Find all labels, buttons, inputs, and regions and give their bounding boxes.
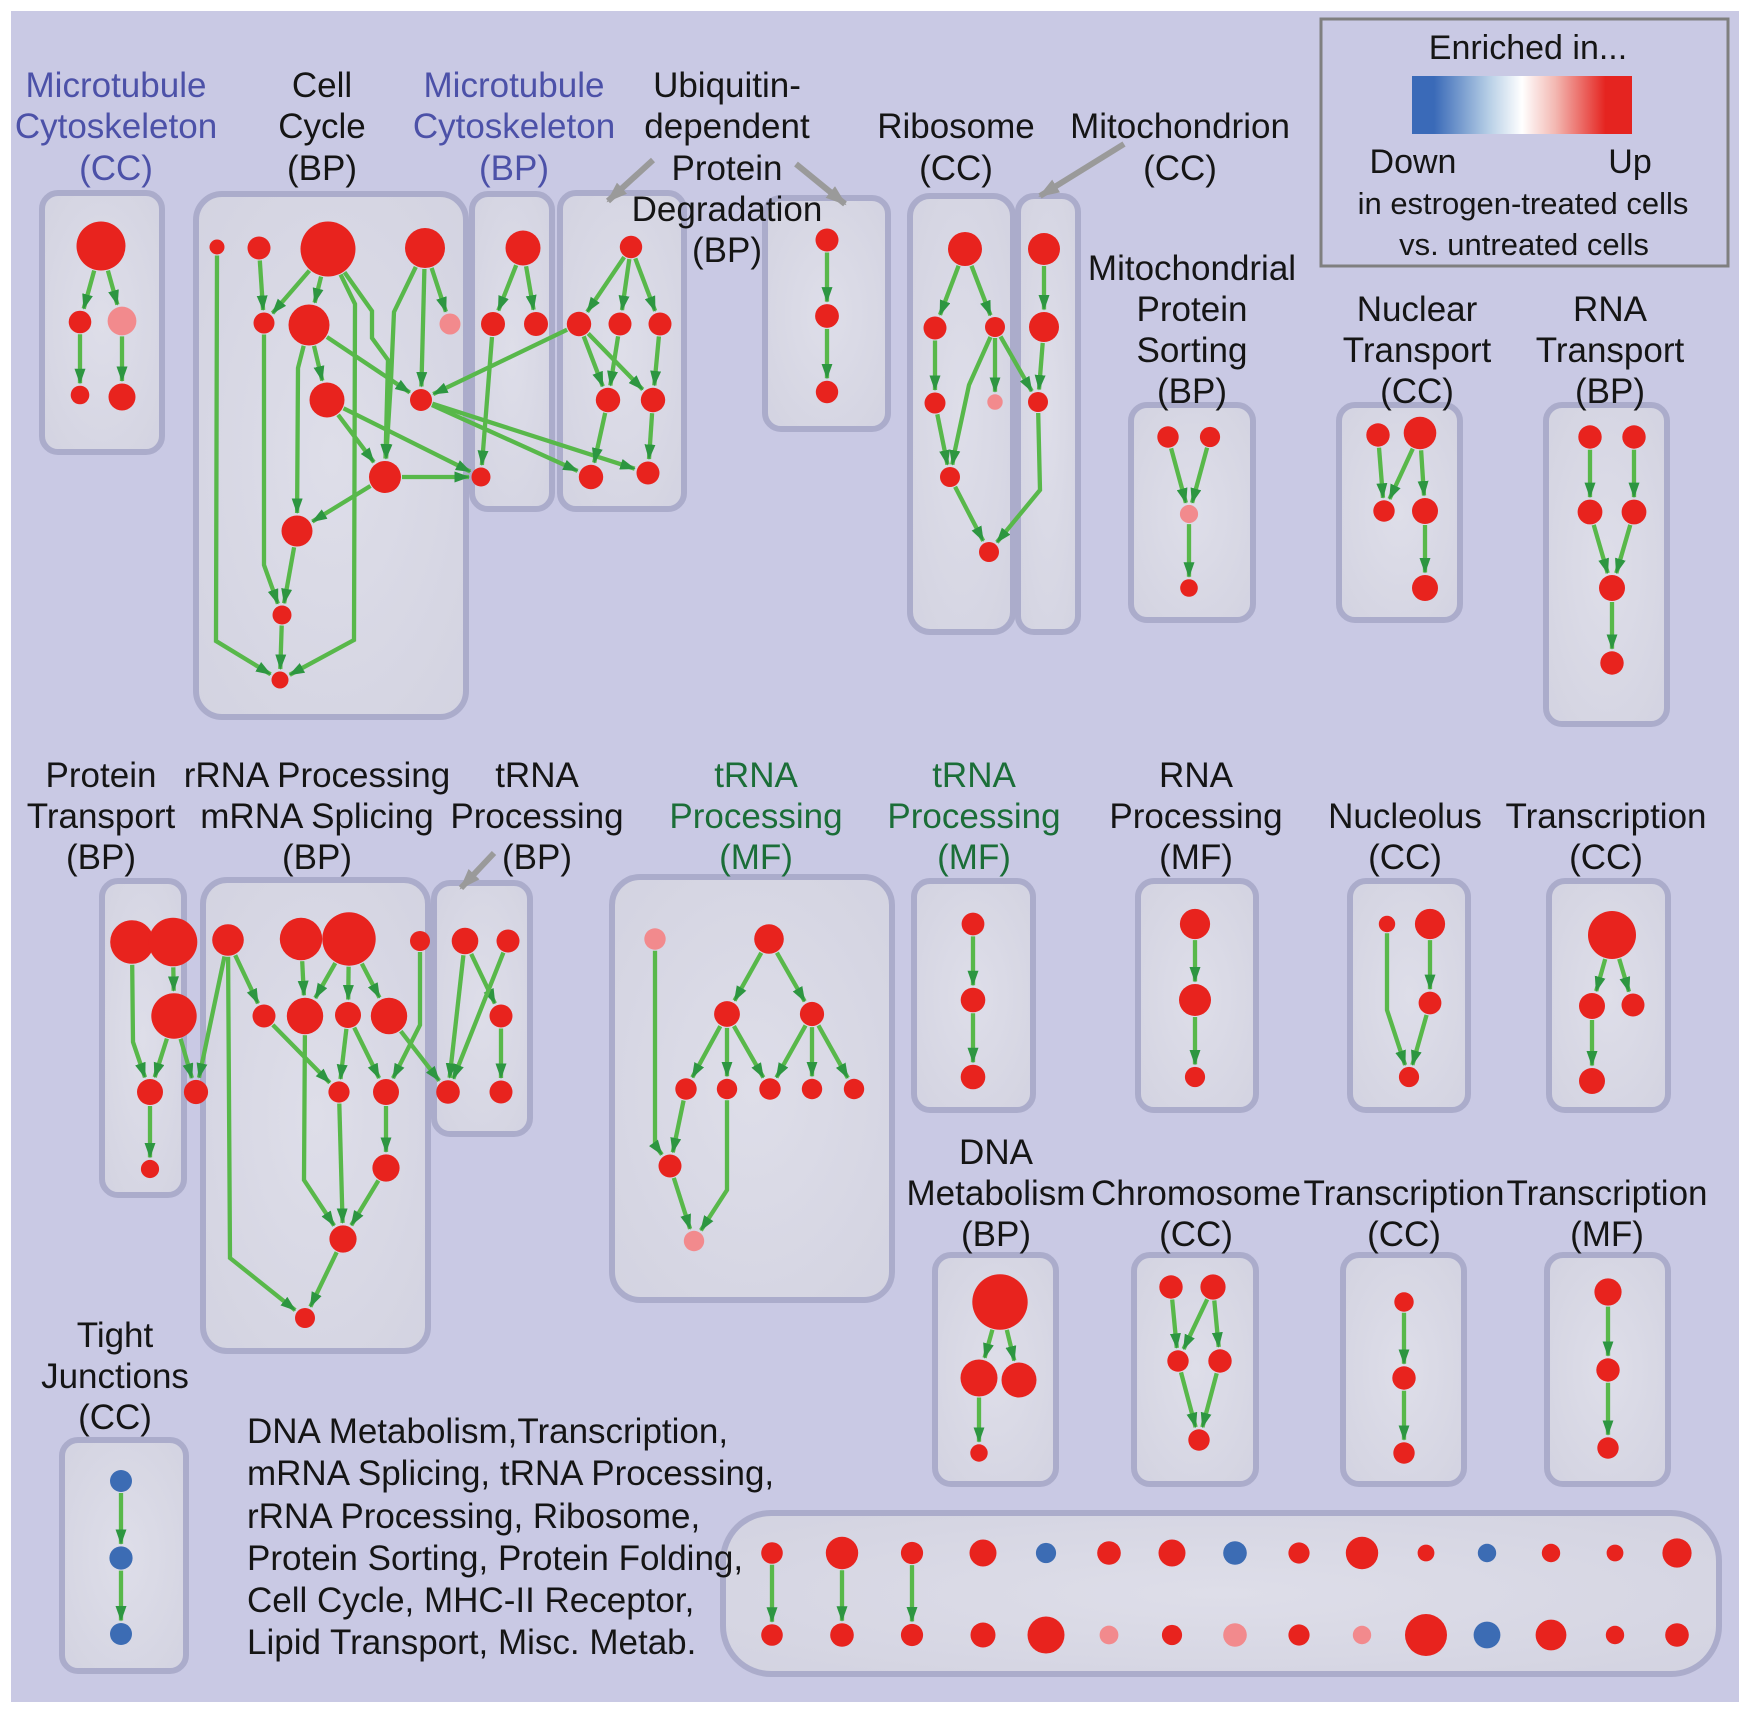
- svg-text:tRNA: tRNA: [932, 756, 1016, 795]
- svg-text:(CC): (CC): [1380, 372, 1454, 411]
- svg-text:Processing: Processing: [669, 797, 842, 836]
- svg-text:dependent: dependent: [644, 107, 810, 146]
- svg-text:(CC): (CC): [79, 149, 153, 188]
- svg-text:vs. untreated cells: vs. untreated cells: [1399, 227, 1649, 262]
- svg-text:(BP): (BP): [1575, 372, 1645, 411]
- svg-text:(MF): (MF): [1159, 838, 1233, 877]
- svg-text:Junctions: Junctions: [41, 1357, 189, 1396]
- svg-text:(MF): (MF): [937, 838, 1011, 877]
- svg-text:Sorting: Sorting: [1137, 331, 1248, 370]
- svg-text:(BP): (BP): [692, 231, 762, 270]
- svg-text:rRNA Processing: rRNA Processing: [184, 756, 450, 795]
- svg-text:Up: Up: [1608, 143, 1651, 181]
- svg-text:Processing: Processing: [887, 797, 1060, 836]
- svg-text:(BP): (BP): [282, 838, 352, 877]
- svg-text:(MF): (MF): [719, 838, 793, 877]
- svg-text:(BP): (BP): [502, 838, 572, 877]
- svg-text:Transport: Transport: [1343, 331, 1492, 370]
- svg-text:Transcription: Transcription: [1304, 1174, 1505, 1213]
- svg-text:(CC): (CC): [1159, 1215, 1233, 1254]
- svg-text:Mitochondrion: Mitochondrion: [1070, 107, 1290, 146]
- svg-text:Cell: Cell: [292, 66, 352, 105]
- svg-text:Ubiquitin-: Ubiquitin-: [653, 66, 801, 105]
- svg-text:Cell Cycle, MHC-II Receptor,: Cell Cycle, MHC-II Receptor,: [247, 1581, 694, 1620]
- svg-text:Cycle: Cycle: [278, 107, 366, 146]
- svg-text:Nucleolus: Nucleolus: [1328, 797, 1482, 836]
- svg-text:Protein Sorting, Protein Foldi: Protein Sorting, Protein Folding,: [247, 1539, 743, 1578]
- svg-text:(CC): (CC): [1143, 149, 1217, 188]
- svg-text:Transport: Transport: [27, 797, 176, 836]
- svg-text:(BP): (BP): [66, 838, 136, 877]
- svg-text:(CC): (CC): [1569, 838, 1643, 877]
- svg-text:Cytoskeleton: Cytoskeleton: [15, 107, 217, 146]
- svg-text:in estrogen-treated cells: in estrogen-treated cells: [1358, 186, 1689, 221]
- svg-text:(BP): (BP): [287, 149, 357, 188]
- svg-text:Lipid Transport, Misc. Metab.: Lipid Transport, Misc. Metab.: [247, 1623, 696, 1662]
- svg-text:RNA: RNA: [1159, 756, 1234, 795]
- svg-text:DNA: DNA: [959, 1133, 1034, 1172]
- svg-text:Microtubule: Microtubule: [26, 66, 207, 105]
- svg-text:Mitochondrial: Mitochondrial: [1088, 249, 1296, 288]
- svg-text:(MF): (MF): [1570, 1215, 1644, 1254]
- svg-text:mRNA Splicing, tRNA Processing: mRNA Splicing, tRNA Processing,: [247, 1454, 774, 1493]
- svg-text:(CC): (CC): [1367, 1215, 1441, 1254]
- svg-text:(BP): (BP): [1157, 372, 1227, 411]
- svg-text:(BP): (BP): [479, 149, 549, 188]
- svg-text:DNA Metabolism,Transcription,: DNA Metabolism,Transcription,: [247, 1412, 728, 1451]
- svg-text:Transport: Transport: [1536, 331, 1685, 370]
- svg-text:Processing: Processing: [450, 797, 623, 836]
- svg-text:Transcription: Transcription: [1506, 797, 1707, 836]
- svg-text:(CC): (CC): [78, 1398, 152, 1437]
- svg-text:Transcription: Transcription: [1507, 1174, 1708, 1213]
- svg-text:Protein: Protein: [46, 756, 157, 795]
- svg-text:(CC): (CC): [919, 149, 993, 188]
- svg-text:Enriched in...: Enriched in...: [1429, 29, 1627, 67]
- svg-text:Processing: Processing: [1109, 797, 1282, 836]
- svg-text:Protein: Protein: [672, 149, 783, 188]
- svg-text:Ribosome: Ribosome: [877, 107, 1035, 146]
- svg-text:Metabolism: Metabolism: [907, 1174, 1086, 1213]
- svg-text:rRNA Processing, Ribosome,: rRNA Processing, Ribosome,: [247, 1497, 700, 1536]
- svg-text:Cytoskeleton: Cytoskeleton: [413, 107, 615, 146]
- svg-text:Chromosome: Chromosome: [1091, 1174, 1301, 1213]
- svg-text:tRNA: tRNA: [495, 756, 579, 795]
- svg-text:RNA: RNA: [1573, 290, 1648, 329]
- svg-text:Tight: Tight: [77, 1316, 154, 1355]
- svg-text:mRNA Splicing: mRNA Splicing: [200, 797, 433, 836]
- svg-text:Microtubule: Microtubule: [424, 66, 605, 105]
- svg-text:Down: Down: [1370, 143, 1457, 181]
- svg-text:Degradation: Degradation: [632, 190, 823, 229]
- svg-text:Nuclear: Nuclear: [1357, 290, 1478, 329]
- svg-text:Protein: Protein: [1137, 290, 1248, 329]
- svg-text:(BP): (BP): [961, 1215, 1031, 1254]
- svg-text:tRNA: tRNA: [714, 756, 798, 795]
- svg-text:(CC): (CC): [1368, 838, 1442, 877]
